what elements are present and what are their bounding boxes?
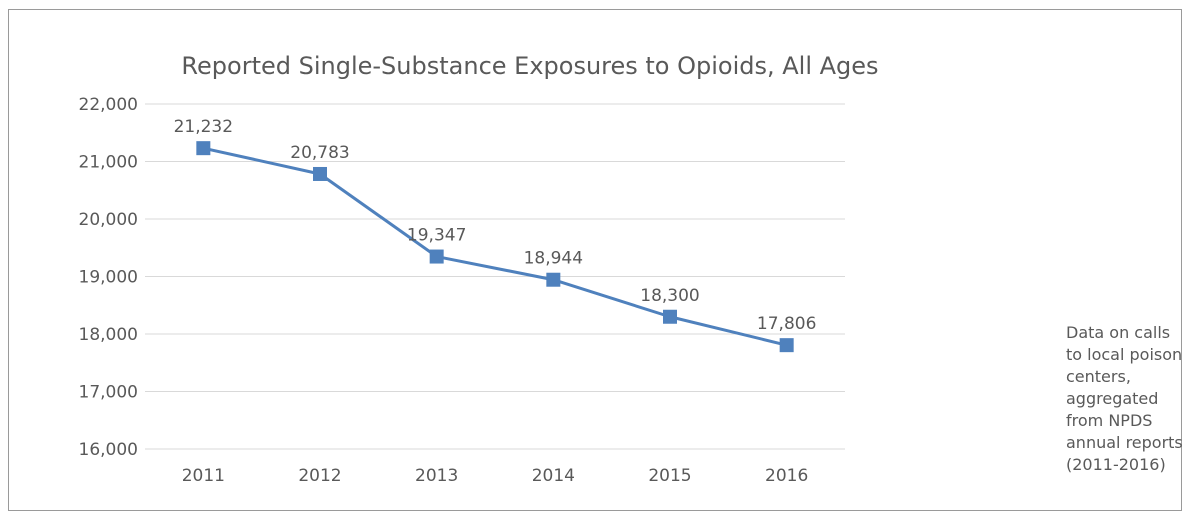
chart-frame [8, 9, 1182, 511]
data-label: 18,944 [524, 249, 583, 269]
data-point-marker [429, 249, 444, 264]
data-point-marker [196, 141, 211, 156]
data-label: 18,300 [640, 286, 699, 306]
y-tick-label: 21,000 [79, 153, 138, 173]
data-label: 17,806 [757, 314, 816, 334]
y-tick-label: 19,000 [79, 268, 138, 288]
y-tick-label: 17,000 [79, 383, 138, 403]
y-tick-label: 16,000 [79, 440, 138, 460]
chart-title: Reported Single-Substance Exposures to O… [181, 52, 879, 80]
data-point-marker [313, 166, 327, 181]
data-point-marker [779, 338, 794, 353]
source-note: Data on calls to local poison centers, a… [1066, 323, 1183, 474]
data-label: 21,232 [174, 117, 233, 137]
data-label: 19,347 [407, 226, 466, 246]
x-tick-label: 2011 [182, 466, 225, 486]
data-label: 20,783 [290, 143, 349, 163]
x-tick-label: 2013 [415, 466, 458, 486]
series-line [203, 146, 788, 347]
x-tick-label: 2014 [532, 466, 575, 486]
y-tick-label: 22,000 [79, 95, 138, 115]
x-tick-label: 2016 [765, 466, 808, 486]
x-tick-label: 2015 [648, 466, 691, 486]
x-tick-label: 2012 [298, 466, 341, 486]
y-tick-label: 18,000 [79, 325, 138, 345]
data-point-marker [663, 309, 677, 324]
data-point-marker [546, 272, 561, 287]
y-tick-label: 20,000 [79, 210, 138, 230]
